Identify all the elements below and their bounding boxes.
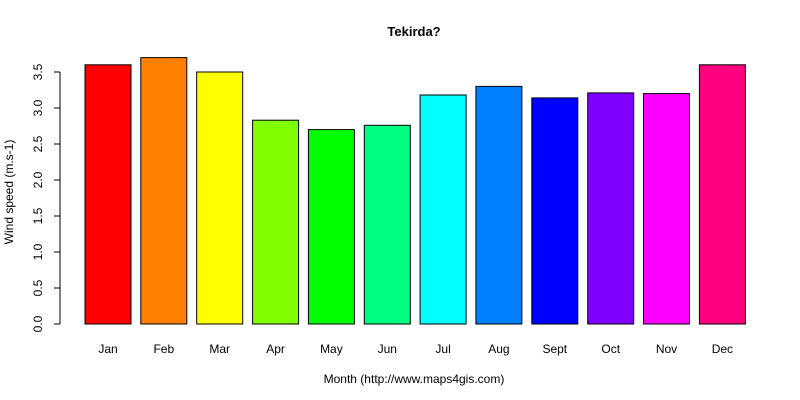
x-axis-tick-label: Jan bbox=[98, 342, 117, 356]
x-axis-tick-label: Oct bbox=[601, 342, 620, 356]
x-axis-tick-labels: Jan Feb Mar Apr May Jun Jul Aug Sept Oct Nov Dec bbox=[98, 342, 733, 356]
x-axis-tick-label: Mar bbox=[209, 342, 230, 356]
bar-jul bbox=[419, 94, 467, 325]
x-axis-tick-label: Nov bbox=[656, 342, 677, 356]
bars bbox=[84, 57, 746, 325]
x-axis-tick-label: Aug bbox=[488, 342, 509, 356]
y-axis-label: Wind speed (m.s-1) bbox=[2, 140, 16, 245]
bar-nov bbox=[643, 93, 690, 325]
bar-apr bbox=[252, 119, 300, 325]
y-axis-tick-label: 0.0 bbox=[31, 315, 45, 332]
x-axis-tick-label: Jul bbox=[435, 342, 450, 356]
y-axis-tick-label: 1.0 bbox=[31, 243, 45, 260]
y-axis-tick-label: 2.0 bbox=[31, 171, 45, 188]
bar-jun bbox=[363, 124, 411, 325]
bar-feb bbox=[140, 57, 188, 325]
x-axis-tick-label: May bbox=[320, 342, 343, 356]
chart-title: Tekirda? bbox=[387, 24, 440, 39]
y-axis-tick-label: 0.5 bbox=[31, 279, 45, 296]
bar-oct bbox=[587, 92, 635, 325]
y-axis-tick-label: 2.5 bbox=[31, 135, 45, 152]
x-axis-tick-label: Apr bbox=[266, 342, 285, 356]
x-axis-tick-label: Sept bbox=[542, 342, 567, 356]
y-axis-tick-label: 3.0 bbox=[31, 99, 45, 116]
y-axis: 0.0 0.5 1.0 1.5 2.0 2.5 3.0 3.5 bbox=[31, 63, 61, 332]
bar-may bbox=[307, 129, 355, 325]
bar-jan bbox=[84, 64, 132, 325]
bar-sept bbox=[531, 97, 579, 325]
y-axis-tick-label: 3.5 bbox=[31, 63, 45, 80]
x-axis-tick-label: Dec bbox=[712, 342, 733, 356]
x-axis-label: Month (http://www.maps4gis.com) bbox=[324, 372, 505, 386]
bar-aug bbox=[475, 85, 523, 325]
y-axis-tick-label: 1.5 bbox=[31, 207, 45, 224]
x-axis-tick-label: Feb bbox=[153, 342, 174, 356]
bar-dec bbox=[698, 64, 746, 325]
bar-mar bbox=[196, 71, 244, 325]
x-axis-tick-label: Jun bbox=[378, 342, 397, 356]
